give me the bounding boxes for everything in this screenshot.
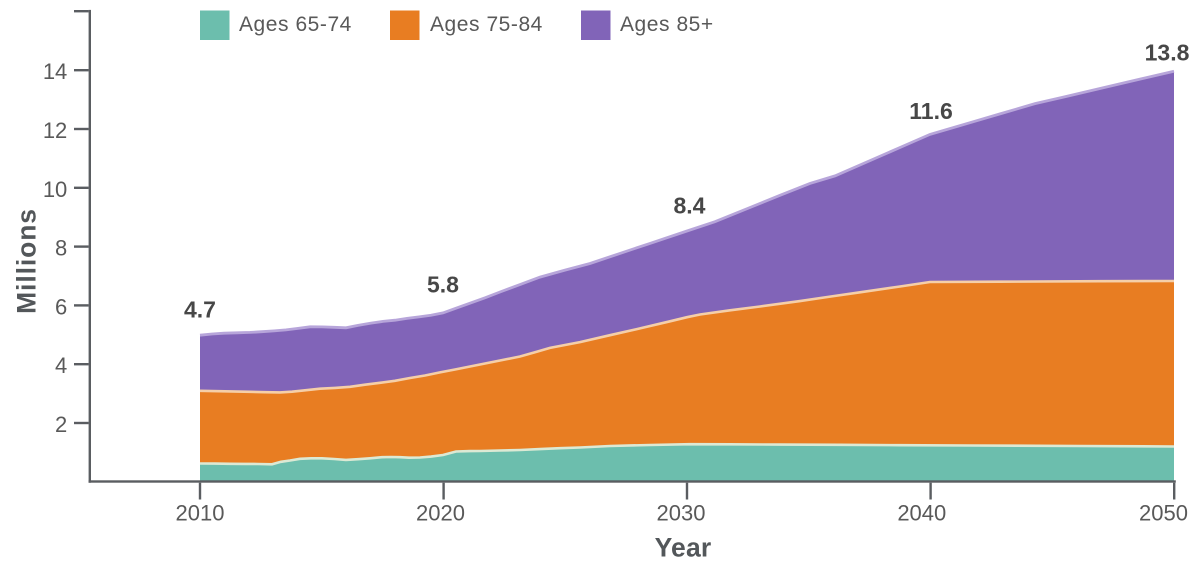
svg-text:14: 14 (43, 59, 67, 84)
svg-text:4: 4 (55, 353, 67, 378)
svg-text:10: 10 (43, 177, 67, 202)
svg-text:11.6: 11.6 (909, 98, 953, 124)
svg-text:8.4: 8.4 (674, 192, 706, 218)
svg-text:13.8: 13.8 (1145, 39, 1190, 65)
svg-text:8: 8 (55, 236, 67, 261)
svg-text:4.7: 4.7 (184, 297, 216, 323)
svg-text:Millions: Millions (12, 208, 42, 314)
svg-text:2050: 2050 (1139, 501, 1188, 526)
svg-text:Ages 75-84: Ages 75-84 (430, 13, 543, 36)
svg-text:5.8: 5.8 (427, 271, 459, 297)
svg-text:Year: Year (655, 533, 712, 563)
svg-text:2010: 2010 (176, 501, 225, 526)
svg-text:Ages 65-74: Ages 65-74 (239, 13, 352, 36)
svg-text:2030: 2030 (657, 501, 706, 526)
svg-text:2: 2 (55, 412, 67, 437)
svg-text:12: 12 (43, 118, 67, 143)
svg-text:6: 6 (55, 294, 67, 319)
svg-text:2040: 2040 (897, 501, 946, 526)
svg-text:2020: 2020 (416, 501, 465, 526)
svg-text:Ages 85+: Ages 85+ (620, 13, 714, 36)
